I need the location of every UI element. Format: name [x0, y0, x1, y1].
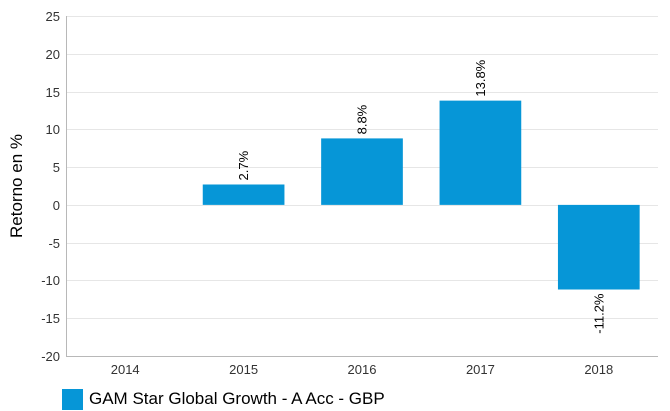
x-tick-label: 2018 [584, 362, 613, 377]
data-label: 8.8% [355, 104, 370, 134]
y-tick-label: -10 [41, 273, 60, 288]
legend-label: GAM Star Global Growth - A Acc - GBP [89, 389, 385, 408]
bar-2016 [321, 138, 403, 205]
y-tick-label: 25 [46, 9, 60, 24]
data-label: 13.8% [473, 59, 488, 96]
legend-swatch [62, 388, 83, 410]
y-tick-label: 10 [46, 122, 60, 137]
y-tick-label: -15 [41, 311, 60, 326]
y-tick-label: 15 [46, 85, 60, 100]
y-tick-label: 20 [46, 47, 60, 62]
y-tick-label: 0 [53, 198, 60, 213]
bar-2017 [439, 100, 522, 205]
x-axis-ticks: 2014 2015 2016 2017 2018 [111, 362, 614, 377]
data-labels: 2.7% 8.8% 13.8% -11.2% [236, 59, 606, 333]
x-tick-label: 2014 [111, 362, 140, 377]
x-tick-label: 2015 [229, 362, 258, 377]
x-tick-label: 2016 [348, 362, 377, 377]
data-label: -11.2% [591, 293, 606, 334]
bars [202, 100, 640, 290]
y-tick-label: 5 [53, 160, 60, 175]
bar-2015 [202, 184, 285, 205]
y-tick-label: -5 [48, 236, 60, 251]
bar-2018 [557, 204, 640, 290]
y-axis-title: Retorno en % [7, 134, 26, 238]
legend: GAM Star Global Growth - A Acc - GBP [62, 388, 385, 410]
y-tick-label: -20 [41, 349, 60, 364]
y-axis-ticks: 25 20 15 10 5 0 -5 -10 -15 -20 [41, 9, 60, 364]
x-tick-label: 2017 [466, 362, 495, 377]
data-label: 2.7% [236, 150, 251, 180]
